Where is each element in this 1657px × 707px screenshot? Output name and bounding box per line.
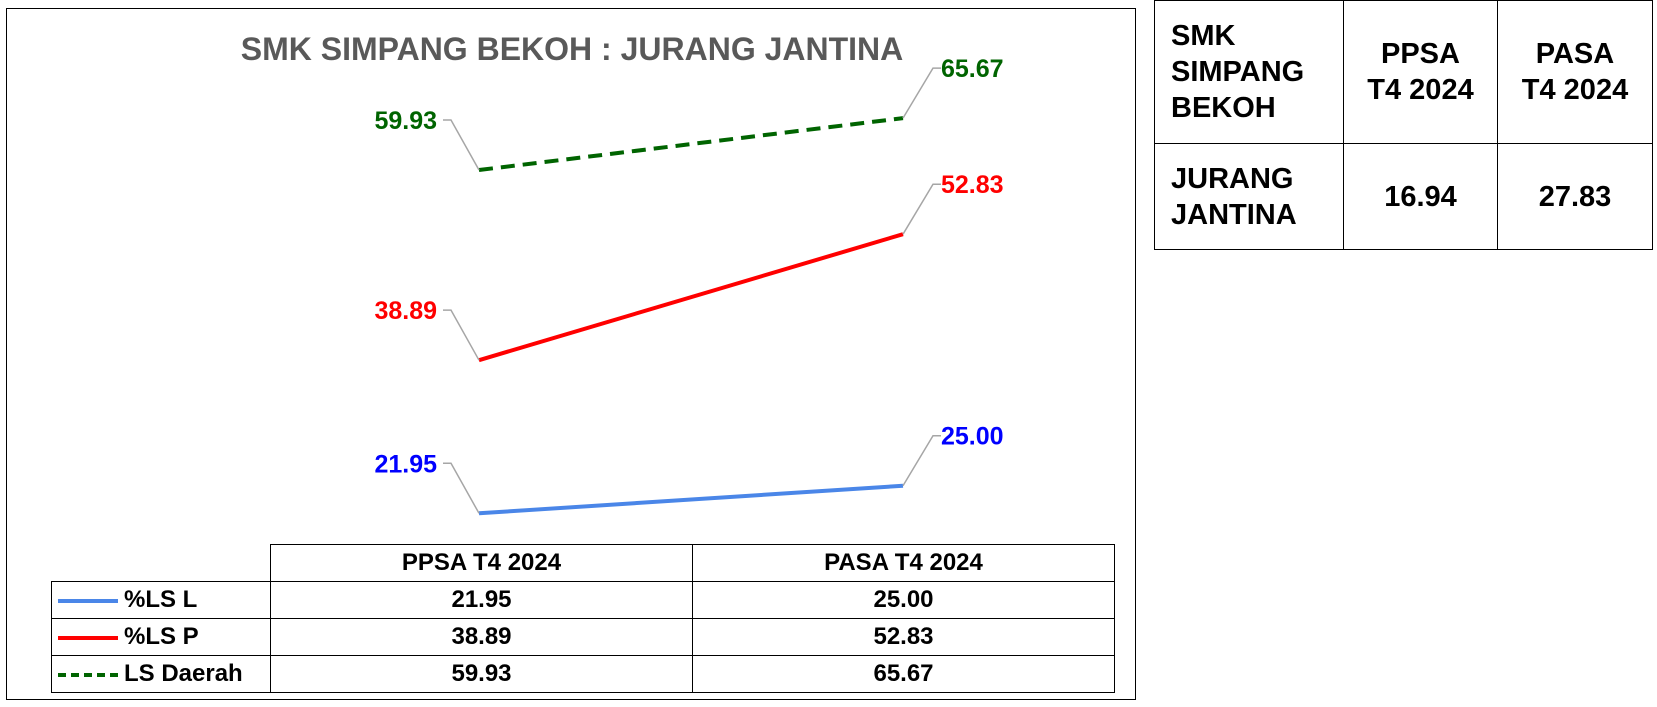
data-table-row: %LS P 38.89 52.83: [51, 618, 1115, 656]
row-label-line: JANTINA: [1171, 198, 1297, 231]
data-table: PPSA T4 2024 PASA T4 2024 %LS L 21.95 25…: [51, 544, 1115, 693]
gap-value-ppsa: 16.94: [1343, 143, 1498, 250]
data-label: 38.89: [374, 297, 437, 325]
school-name-line: BEKOH: [1171, 92, 1276, 124]
leader-line: [443, 309, 480, 361]
leader-line: [443, 462, 480, 514]
data-table-cell: 25.00: [692, 581, 1115, 619]
series-line-1: [478, 232, 904, 363]
gap-summary-row: JURANG JANTINA 16.94 27.83: [1154, 143, 1653, 250]
data-table-header-cell: PPSA T4 2024: [270, 544, 693, 582]
legend-entry-ls-l: %LS L: [51, 581, 271, 619]
data-table-cell: 59.93: [270, 655, 693, 693]
data-label: 25.00: [941, 423, 1004, 451]
leader-line: [443, 119, 480, 171]
gap-summary-table: SMK SIMPANG BEKOH PPSA T4 2024 PASA T4 2…: [1154, 0, 1653, 250]
row-label-line: JURANG: [1171, 162, 1294, 195]
column-header-line: PASA: [1535, 38, 1615, 70]
data-label: 21.95: [374, 450, 437, 478]
data-table-row: LS Daerah 59.93 65.67: [51, 655, 1115, 693]
gap-value-pasa: 27.83: [1497, 143, 1653, 250]
data-label: 52.83: [941, 171, 1004, 199]
data-label: 59.93: [374, 107, 437, 135]
legend-line-icon: [58, 635, 118, 640]
legend-label: LS Daerah: [124, 660, 243, 687]
row-label-cell: JURANG JANTINA: [1154, 143, 1344, 250]
series-line-2: [478, 116, 904, 173]
data-table-cell: 52.83: [692, 618, 1115, 656]
column-header-pasa: PASA T4 2024: [1497, 0, 1653, 144]
legend-label: %LS L: [124, 586, 198, 613]
data-table-corner: [51, 544, 271, 582]
column-header-line: T4 2024: [1367, 74, 1474, 106]
series-line-0: [478, 483, 904, 516]
legend-entry-ls-p: %LS P: [51, 618, 271, 656]
column-header-line: T4 2024: [1521, 74, 1629, 106]
school-name-line: SIMPANG: [1171, 56, 1305, 88]
data-table-header-row: PPSA T4 2024 PASA T4 2024: [51, 544, 1115, 582]
plot-area: 21.95 25.00 38.89 52.83 59.93 65.67: [374, 55, 1004, 516]
leader-line: [902, 67, 941, 119]
chart-frame: SMK SIMPANG BEKOH : JURANG JANTINA 21.95…: [6, 8, 1136, 700]
data-table-cell: 21.95: [270, 581, 693, 619]
data-table-cell: 65.67: [692, 655, 1115, 693]
column-header-line: PPSA: [1381, 38, 1460, 70]
school-name-cell: SMK SIMPANG BEKOH: [1154, 0, 1344, 144]
column-header-ppsa: PPSA T4 2024: [1343, 0, 1498, 144]
school-name-line: SMK: [1171, 20, 1236, 52]
legend-entry-ls-daerah: LS Daerah: [51, 655, 271, 693]
leader-line: [902, 183, 941, 235]
data-table-header-cell: PASA T4 2024: [692, 544, 1115, 582]
data-table-row: %LS L 21.95 25.00: [51, 581, 1115, 619]
legend-line-icon: [58, 598, 118, 603]
data-table-cell: 38.89: [270, 618, 693, 656]
legend-label: %LS P: [124, 623, 199, 650]
leader-line: [902, 434, 941, 487]
gap-summary-header-row: SMK SIMPANG BEKOH PPSA T4 2024 PASA T4 2…: [1154, 0, 1653, 144]
data-label: 65.67: [941, 55, 1004, 83]
chart-title: SMK SIMPANG BEKOH : JURANG JANTINA: [240, 31, 904, 67]
legend-line-icon: [58, 672, 118, 677]
